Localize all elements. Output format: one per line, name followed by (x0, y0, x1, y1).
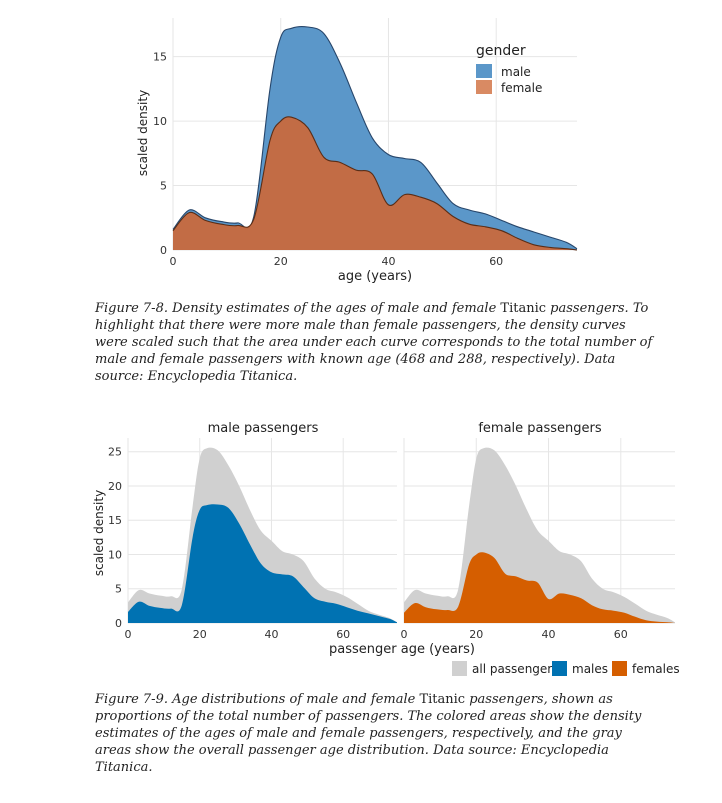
females-density-area (404, 552, 675, 623)
legend-label-female: female (501, 81, 542, 95)
males-density-area (128, 504, 397, 623)
x-tick-label: 20 (193, 628, 207, 641)
x-tick-label: 0 (170, 255, 177, 268)
x-tick-label: 20 (274, 255, 288, 268)
y-tick-label: 25 (108, 446, 122, 459)
x-tick-label: 0 (401, 628, 408, 641)
panel-title-female: female passengers (478, 421, 602, 436)
female-density-line (172, 116, 578, 251)
legend-title: gender (476, 43, 526, 59)
y-tick-label: 0 (160, 244, 167, 257)
figure-7-8-density-chart: 0 5 10 15 0 20 40 60 scaled density age (years… (136, 18, 578, 284)
legend-label-male: male (501, 65, 531, 79)
x-tick-label: 60 (614, 628, 628, 641)
x-tick-label: 20 (469, 628, 483, 641)
panel-title-male: male passengers (208, 421, 319, 436)
x-tick-label: 60 (336, 628, 350, 641)
legend-swatch-female (476, 80, 492, 94)
legend-label-all: all passengers (472, 662, 558, 676)
legend-swatch-all (452, 661, 467, 676)
chart2-y-ticks: 0 5 10 15 20 25 (108, 446, 122, 630)
y-tick-label: 5 (160, 180, 167, 193)
chart2-ylabel: scaled density (92, 490, 106, 576)
x-tick-label: 40 (542, 628, 556, 641)
y-tick-label: 0 (115, 617, 122, 630)
legend-swatch-males (552, 661, 567, 676)
chart1-x-ticks: 0 20 40 60 (170, 255, 504, 268)
y-tick-label: 20 (108, 480, 122, 493)
y-tick-label: 15 (108, 514, 122, 527)
chart1-legend: gender male female (476, 43, 542, 95)
chart1-y-ticks: 0 5 10 15 (153, 51, 167, 257)
chart2-xlabel: passenger age (years) (329, 642, 475, 657)
x-tick-label: 0 (125, 628, 132, 641)
chart2-x-ticks: 0 20 40 60 0 20 40 60 (125, 628, 628, 641)
figure-7-9-caption: Figure 7-9. Age distributions of male an… (95, 692, 642, 775)
x-tick-label: 60 (489, 255, 503, 268)
legend-label-females: females (632, 662, 680, 676)
figure-7-9-faceted-chart: male passengers female passengers 0 5 10 15… (92, 421, 680, 676)
legend-label-males: males (572, 662, 608, 676)
y-tick-label: 5 (115, 583, 122, 596)
chart2-legend: all passengers males females (452, 661, 680, 676)
x-tick-label: 40 (381, 255, 395, 268)
chart1-areas (172, 26, 578, 251)
legend-swatch-females (612, 661, 627, 676)
chart1-ylabel: scaled density (136, 90, 150, 176)
y-tick-label: 10 (153, 115, 167, 128)
chart2-areas (128, 447, 675, 623)
figure-7-8-caption: Figure 7-8. Density estimates of the age… (95, 301, 653, 384)
chart1-xlabel: age (years) (338, 269, 412, 284)
y-tick-label: 15 (153, 51, 167, 64)
x-tick-label: 40 (264, 628, 278, 641)
legend-swatch-male (476, 64, 492, 78)
female-density-area (173, 116, 577, 251)
y-tick-label: 10 (108, 548, 122, 561)
